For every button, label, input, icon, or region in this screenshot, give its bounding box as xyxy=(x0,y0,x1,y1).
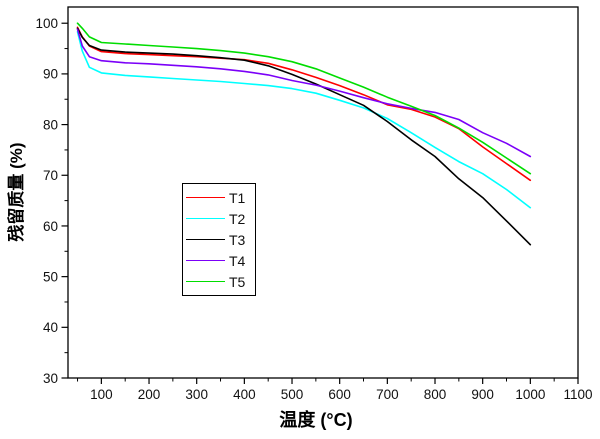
legend-line-sample-T4 xyxy=(186,260,225,261)
x-tick-label-100: 100 xyxy=(90,387,113,402)
y-tick-label-80: 80 xyxy=(43,117,58,132)
legend-item-T5: T5 xyxy=(186,275,252,289)
legend-line-sample-T3 xyxy=(186,239,225,240)
x-tick-label-200: 200 xyxy=(138,387,161,402)
x-tick-label-700: 700 xyxy=(376,387,399,402)
series-line-T4 xyxy=(76,28,532,158)
plot-frame xyxy=(67,6,579,379)
y-axis-title: 残留质量 (%) xyxy=(7,142,26,242)
y-tick-label-50: 50 xyxy=(43,269,58,284)
x-tick-label-600: 600 xyxy=(328,387,351,402)
x-tick-label-800: 800 xyxy=(424,387,447,402)
x-tick-label-300: 300 xyxy=(185,387,208,402)
x-tick-label-500: 500 xyxy=(281,387,304,402)
legend-label-T1: T1 xyxy=(229,189,246,206)
legend-label-T3: T3 xyxy=(229,231,246,248)
legend: T1 T2 T3 T4 T5 xyxy=(182,183,256,296)
series-line-T5 xyxy=(76,22,532,175)
legend-item-T2: T2 xyxy=(186,212,252,226)
legend-item-T4: T4 xyxy=(186,254,252,268)
y-tick-label-40: 40 xyxy=(43,320,58,335)
x-tick-label-1000: 1000 xyxy=(515,387,545,402)
legend-item-T1: T1 xyxy=(186,191,252,205)
legend-line-sample-T2 xyxy=(186,218,225,219)
y-tick-label-70: 70 xyxy=(43,168,58,183)
legend-line-sample-T5 xyxy=(186,281,225,282)
y-tick-label-90: 90 xyxy=(43,67,58,82)
legend-label-T2: T2 xyxy=(229,210,246,227)
x-tick-label-900: 900 xyxy=(471,387,494,402)
series-line-T3 xyxy=(76,27,532,246)
legend-label-T5: T5 xyxy=(229,273,246,290)
x-tick-label-400: 400 xyxy=(233,387,256,402)
y-tick-label-30: 30 xyxy=(43,371,58,386)
x-axis-title: 温度 (°C) xyxy=(279,410,353,430)
x-tick-label-1100: 1100 xyxy=(563,387,592,402)
series-line-T2 xyxy=(76,30,532,209)
y-tick-label-60: 60 xyxy=(43,219,58,234)
legend-item-T3: T3 xyxy=(186,233,252,247)
y-tick-label-100: 100 xyxy=(35,16,58,31)
series-line-T1 xyxy=(76,26,532,182)
legend-line-sample-T1 xyxy=(186,197,225,198)
legend-label-T4: T4 xyxy=(229,252,246,269)
